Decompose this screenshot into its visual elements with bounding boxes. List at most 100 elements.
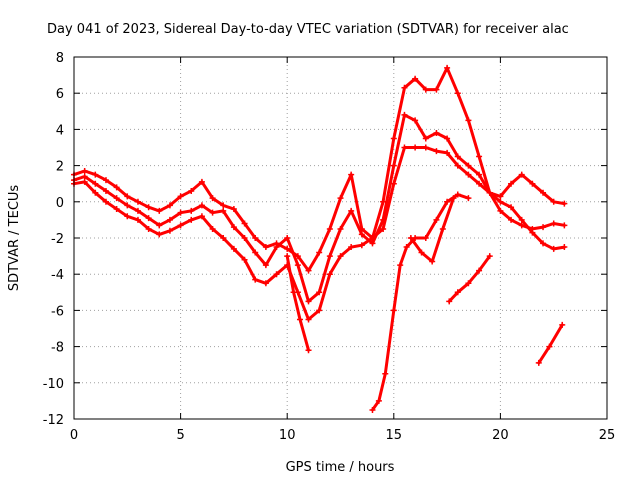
data-point-marker: [561, 222, 568, 229]
data-point-marker: [401, 111, 408, 118]
grid-lines: [74, 57, 607, 419]
data-point-marker: [326, 253, 333, 260]
data-point-marker: [134, 198, 141, 205]
data-point-marker: [296, 316, 303, 323]
data-point-marker: [454, 162, 461, 169]
data-point-marker: [444, 149, 451, 156]
data-point-marker: [348, 171, 355, 178]
data-point-marker: [177, 209, 184, 216]
data-point-marker: [316, 249, 323, 256]
data-point-marker: [81, 168, 88, 175]
data-point-marker: [305, 267, 312, 274]
data-point-marker: [273, 244, 280, 251]
data-point-marker: [102, 187, 109, 194]
data-point-marker: [429, 258, 436, 265]
data-point-marker: [476, 153, 483, 160]
data-point-marker: [198, 202, 205, 209]
data-point-marker: [422, 235, 429, 241]
data-point-marker: [166, 216, 173, 223]
series-layer: [71, 64, 568, 413]
data-point-marker: [433, 148, 440, 155]
data-point-marker: [113, 195, 120, 202]
data-point-marker: [124, 202, 131, 209]
data-point-marker: [390, 180, 397, 187]
data-point-marker: [230, 206, 237, 213]
data-point-marker: [294, 262, 301, 269]
data-point-marker: [397, 262, 404, 269]
data-point-marker: [284, 235, 291, 241]
y-tick-label: 0: [56, 196, 64, 211]
data-point-marker: [439, 225, 446, 232]
data-point-marker: [198, 178, 205, 185]
data-point-marker: [476, 171, 483, 178]
data-point-marker: [486, 253, 493, 260]
data-point-marker: [450, 195, 457, 202]
data-point-marker: [497, 193, 504, 200]
data-point-marker: [177, 193, 184, 200]
data-point-marker: [326, 225, 333, 232]
data-point-marker: [454, 153, 461, 160]
data-point-marker: [454, 289, 461, 296]
data-point-marker: [262, 280, 269, 287]
data-point-marker: [401, 144, 408, 151]
data-point-marker: [412, 75, 419, 82]
data-point-marker: [559, 321, 566, 328]
data-point-marker: [476, 267, 483, 274]
data-point-marker: [540, 240, 547, 247]
data-point-marker: [134, 207, 141, 214]
data-point-marker: [550, 220, 557, 227]
data-point-marker: [156, 207, 163, 214]
data-point-marker: [166, 202, 173, 209]
data-point-marker: [382, 370, 389, 377]
data-point-marker: [444, 198, 451, 205]
data-point-marker: [252, 276, 259, 283]
data-point-marker: [465, 195, 472, 202]
data-point-marker: [465, 280, 472, 287]
data-point-marker: [540, 189, 547, 196]
data-point-marker: [497, 207, 504, 214]
data-point-marker: [305, 316, 312, 323]
data-point-marker: [348, 207, 355, 214]
data-point-marker: [284, 245, 291, 252]
series-line-arc-1: [72, 66, 566, 273]
data-point-marker: [305, 298, 312, 305]
data-point-marker: [497, 198, 504, 205]
data-point-marker: [465, 171, 472, 178]
data-point-marker: [546, 343, 553, 350]
data-point-marker: [529, 180, 536, 187]
data-point-marker: [145, 215, 152, 222]
data-point-marker: [418, 249, 425, 256]
y-tick-label: -12: [43, 413, 64, 428]
x-tick-label: 20: [492, 428, 509, 443]
data-point-marker: [454, 90, 461, 97]
data-point-marker: [465, 117, 472, 124]
data-point-marker: [316, 307, 323, 314]
y-tick-label: 6: [56, 87, 64, 102]
data-point-marker: [518, 171, 525, 178]
data-point-marker: [92, 189, 99, 196]
data-point-marker: [145, 225, 152, 232]
data-point-marker: [102, 198, 109, 205]
data-point-marker: [358, 231, 365, 238]
y-tick-label: -8: [51, 341, 64, 356]
data-point-marker: [273, 271, 280, 278]
data-point-marker: [92, 171, 99, 178]
data-point-marker: [230, 245, 237, 252]
data-point-marker: [252, 249, 259, 256]
data-point-marker: [241, 220, 248, 227]
data-point-marker: [348, 244, 355, 251]
data-point-marker: [156, 231, 163, 238]
x-tick-label: 25: [599, 428, 616, 443]
data-point-marker: [444, 135, 451, 142]
data-point-marker: [124, 213, 131, 220]
data-point-marker: [209, 209, 216, 216]
data-point-marker: [465, 162, 472, 169]
data-point-marker: [369, 240, 376, 247]
data-point-marker: [177, 222, 184, 229]
chart-title: Day 041 of 2023, Sidereal Day-to-day VTE…: [47, 22, 569, 37]
data-point-marker: [380, 225, 387, 232]
data-point-marker: [540, 224, 547, 231]
data-point-marker: [422, 144, 429, 151]
data-point-marker: [535, 359, 542, 366]
